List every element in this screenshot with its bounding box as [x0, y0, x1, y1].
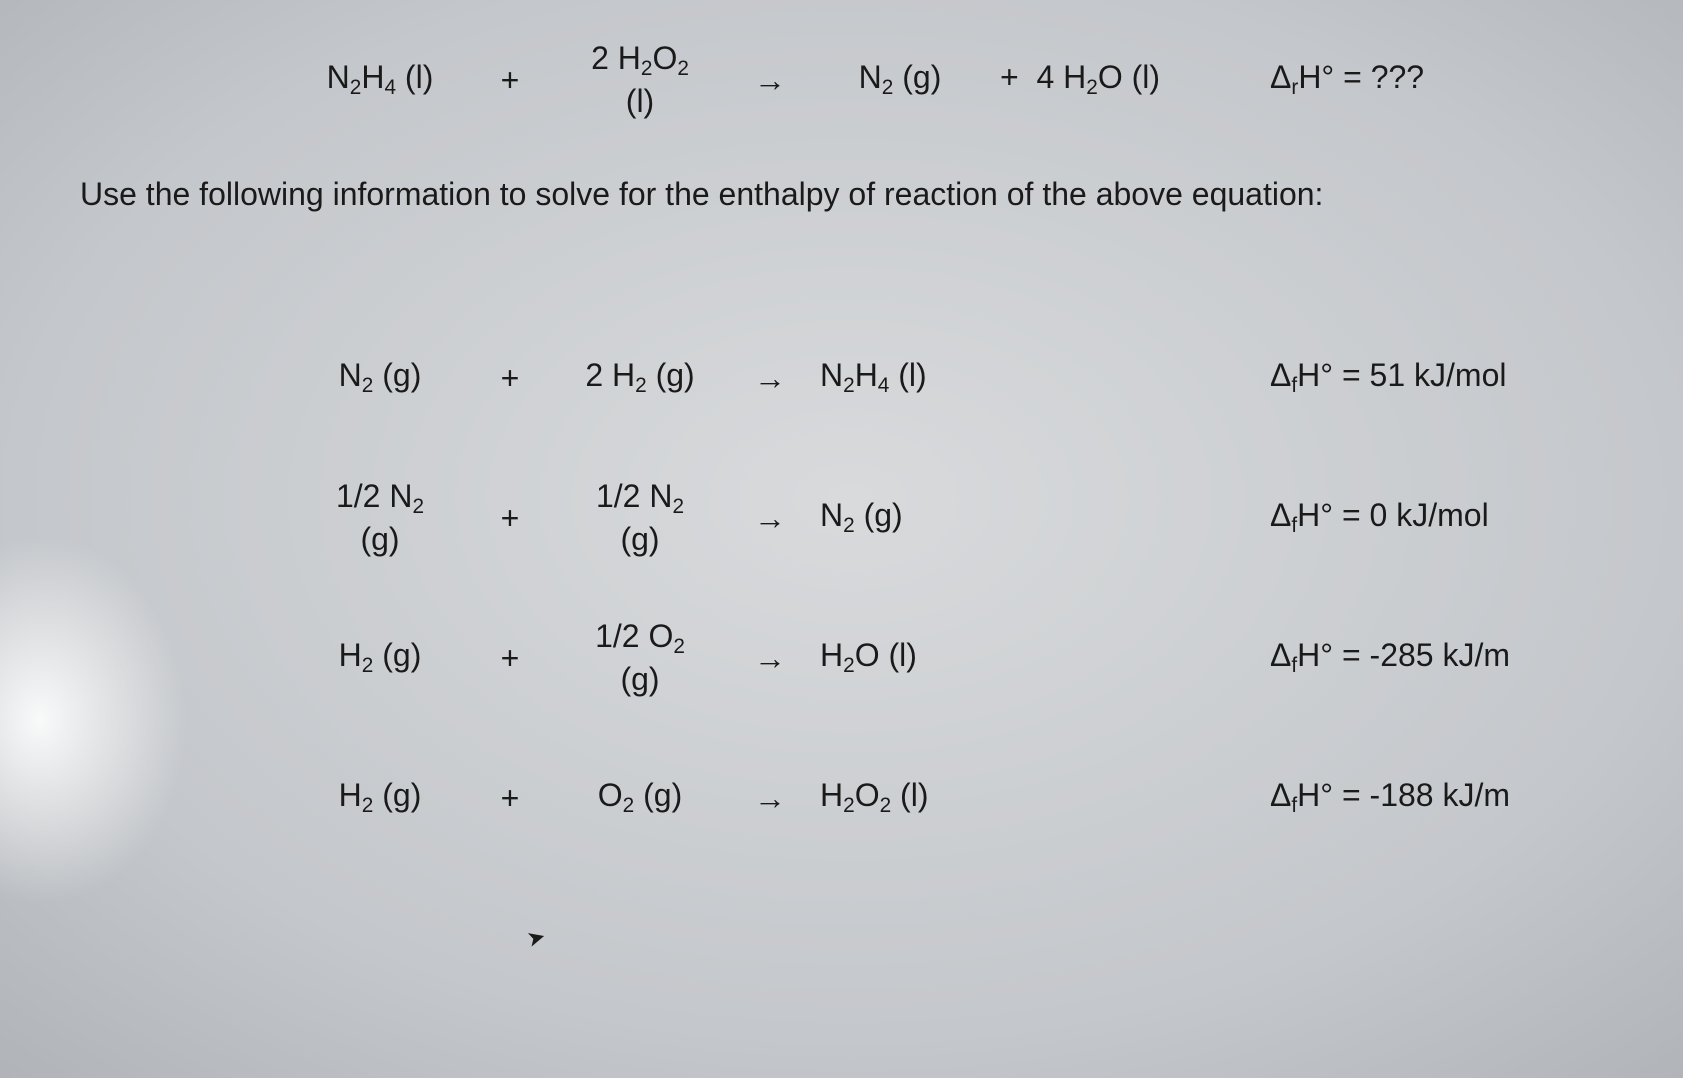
cursor-icon: ➤ — [524, 923, 549, 953]
eq3-dH: ΔfH° = -188 kJ/m — [1260, 777, 1580, 818]
eq3-r2: O2 (g) — [540, 777, 740, 818]
eq0-r1: N2 (g) — [280, 357, 480, 398]
eq2-r1: H2 (g) — [280, 637, 480, 678]
target-r2-top: 2 H2O2 — [591, 39, 689, 82]
eq-row-2: H2 (g) + 1/2 O2 (g) → H2O (l) ΔfH° = -28… — [280, 588, 1623, 728]
page: N2H4 (l) + 2 H2O2 (l) → N2 (g) + 4 H2O (… — [0, 0, 1683, 1078]
target-p1: N2 (g) — [800, 59, 1000, 100]
plus: + — [480, 360, 540, 397]
target-equation: N2H4 (l) + 2 H2O2 (l) → N2 (g) + 4 H2O (… — [280, 30, 1623, 130]
given-equations: N2 (g) + 2 H2 (g) → N2H4 (l) ΔfH° = 51 k… — [280, 308, 1623, 868]
eq3-r1: H2 (g) — [280, 777, 480, 818]
arrow: → — [740, 780, 800, 817]
target-dH: ΔrH° = ??? — [1260, 59, 1580, 100]
eq1-p1: N2 (g) — [800, 497, 1000, 538]
eq1-r2-top: 1/2 N2 — [596, 477, 684, 520]
plus: + — [480, 62, 540, 99]
eq2-r2-top: 1/2 O2 — [595, 617, 685, 660]
arrow: → — [740, 62, 800, 99]
target-r1: N2H4 (l) — [280, 59, 480, 100]
eq-row-0: N2 (g) + 2 H2 (g) → N2H4 (l) ΔfH° = 51 k… — [280, 308, 1623, 448]
eq2-dH: ΔfH° = -285 kJ/m — [1260, 637, 1580, 678]
eq2-p1: H2O (l) — [800, 637, 1000, 678]
eq1-r1: 1/2 N2 (g) — [280, 477, 480, 559]
eq-row-1: 1/2 N2 (g) + 1/2 N2 (g) → N2 (g) ΔfH° = … — [280, 448, 1623, 588]
eq2-r2-bot: (g) — [620, 660, 659, 698]
eq1-r2: 1/2 N2 (g) — [540, 477, 740, 559]
target-r2-bot: (l) — [626, 82, 654, 120]
eq2-r2: 1/2 O2 (g) — [540, 617, 740, 699]
arrow: → — [740, 360, 800, 397]
arrow: → — [740, 640, 800, 677]
instruction-text: Use the following information to solve f… — [80, 170, 1623, 218]
eq0-dH: ΔfH° = 51 kJ/mol — [1260, 357, 1580, 398]
plus: + — [480, 640, 540, 677]
plus: + — [480, 780, 540, 817]
eq0-p1: N2H4 (l) — [800, 357, 1000, 398]
target-p2: + 4 H2O (l) — [1000, 59, 1260, 100]
target-r2: 2 H2O2 (l) — [540, 39, 740, 121]
eq1-r1-top: 1/2 N2 — [336, 477, 424, 520]
arrow: → — [740, 500, 800, 537]
plus: + — [480, 500, 540, 537]
eq-row-3: H2 (g) + O2 (g) → H2O2 (l) ΔfH° = -188 k… — [280, 728, 1623, 868]
eq1-r2-bot: (g) — [620, 520, 659, 558]
eq1-r1-bot: (g) — [360, 520, 399, 558]
eq3-p1: H2O2 (l) — [800, 777, 1000, 818]
eq1-dH: ΔfH° = 0 kJ/mol — [1260, 497, 1580, 538]
eq0-r2: 2 H2 (g) — [540, 357, 740, 398]
